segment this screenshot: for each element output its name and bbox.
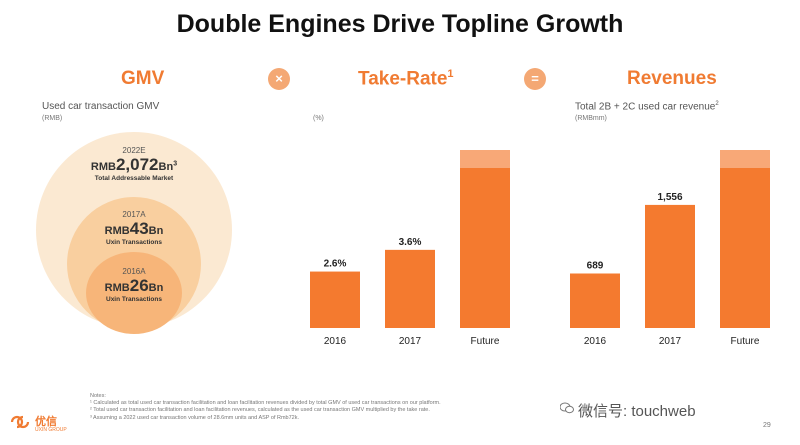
footnotes: Notes: ¹ Calculated as total used car tr… [90,393,441,421]
page-title: Double Engines Drive Topline Growth [176,10,624,38]
revenue-bar-future [720,150,770,328]
take-rate-chart: 2.6% 2016 3.6% 2017 Future [310,150,510,347]
take-rate-bar-2017 [385,249,435,328]
page-number: 29 [763,422,771,429]
take-rate-bar-future [460,150,510,328]
revenue-category-label-2017: 2017 [659,336,682,347]
take-rate-data-label-2016: 2.6% [324,259,347,270]
take-rate-bar-2016 [310,271,360,328]
watermark-text: 微信号: touchweb [578,403,696,420]
revenue-category-label-future: Future [731,336,760,347]
gmv-subtitle: Used car transaction GMV [42,101,160,112]
take-rate-unit: (%) [313,115,324,122]
revenue-bar-2017 [645,204,695,328]
revenues-heading: Revenues [627,68,717,89]
take-rate-heading: Take-Rate1 [358,68,454,90]
equals-icon: = [524,68,546,90]
gmv-unit: (RMB) [42,115,63,122]
logo-subtitle: UXIN GROUP [35,427,67,433]
wechat-icon [560,402,574,414]
gmv-heading: GMV [121,68,165,89]
take-rate-data-label-2017: 3.6% [399,237,422,248]
gmv-circle-inner [86,252,182,334]
revenue-bar-future-fade [720,150,770,168]
uxin-logo-icon [10,415,30,429]
multiply-icon: × [268,68,290,90]
gmv-2016-label: 2016A RMB26Bn Uxin Transactions [104,267,164,303]
gmv-2022-label: 2022E RMB2,072Bn3 Total Addressable Mark… [90,146,178,182]
revenue-subtitle: Total 2B + 2C used car revenue2 [575,101,719,113]
take-rate-category-label-2016: 2016 [324,336,347,347]
revenue-unit: (RMBmm) [575,115,607,122]
take-rate-category-label-2017: 2017 [399,336,422,347]
take-rate-category-label-future: Future [471,336,500,347]
revenue-bar-2016 [570,273,620,328]
revenue-chart: 689 2016 1,556 2017 Future [570,150,770,347]
gmv-2017-label: 2017A RMB43Bn Uxin Transactions [104,210,164,246]
logo-name: 优信 [35,416,57,428]
revenue-category-label-2016: 2016 [584,336,607,347]
take-rate-bar-future-fade [460,150,510,168]
revenue-data-label-2016: 689 [587,260,604,271]
revenue-data-label-2017: 1,556 [657,192,682,203]
